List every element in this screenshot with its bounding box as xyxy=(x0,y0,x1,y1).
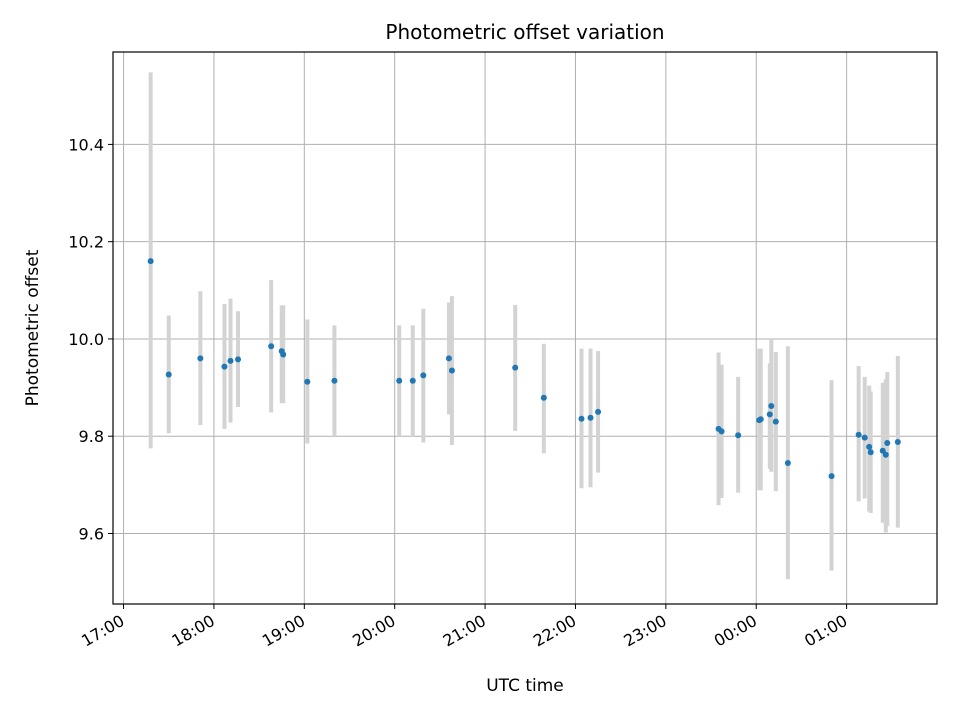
data-point xyxy=(445,355,452,362)
data-point xyxy=(280,351,287,358)
data-points xyxy=(147,258,901,480)
data-point xyxy=(867,449,874,456)
data-point xyxy=(766,411,773,418)
data-point xyxy=(409,377,416,384)
data-point xyxy=(540,394,547,401)
data-point xyxy=(894,439,901,446)
y-tick-label: 10.4 xyxy=(68,135,104,154)
data-point xyxy=(235,356,242,363)
plot-frame xyxy=(112,51,938,605)
y-tick-label: 9.8 xyxy=(79,427,104,446)
data-point xyxy=(861,434,868,441)
data-point xyxy=(595,408,602,415)
data-point xyxy=(884,440,891,447)
data-point xyxy=(866,443,873,450)
data-point xyxy=(304,378,311,385)
data-point xyxy=(197,355,204,362)
data-point xyxy=(578,415,585,422)
data-point xyxy=(227,357,234,364)
grid xyxy=(113,52,937,604)
data-point xyxy=(147,258,154,265)
y-axis-label: Photometric offset xyxy=(23,249,43,406)
x-axis-label: UTC time xyxy=(486,676,564,696)
data-point xyxy=(735,432,742,439)
y-tick-label: 10.2 xyxy=(68,233,104,252)
data-point xyxy=(331,377,338,384)
data-point xyxy=(882,451,889,458)
data-point xyxy=(718,428,725,435)
data-point xyxy=(828,473,835,480)
data-point xyxy=(855,431,862,438)
data-point xyxy=(420,372,427,379)
data-point xyxy=(448,367,455,374)
y-tick-label: 10.0 xyxy=(68,330,104,349)
data-point xyxy=(757,416,764,423)
data-point xyxy=(268,343,275,350)
chart-title: Photometric offset variation xyxy=(385,20,664,44)
data-point xyxy=(396,377,403,384)
data-point xyxy=(772,418,779,425)
data-point xyxy=(784,459,791,466)
data-point xyxy=(221,363,228,370)
y-axis: 9.6 9.8 10.0 10.2 10.4 xyxy=(68,135,113,543)
data-point xyxy=(165,371,172,378)
data-point xyxy=(587,414,594,421)
data-point xyxy=(512,364,519,371)
data-point xyxy=(768,403,775,410)
y-tick-label: 9.6 xyxy=(79,524,104,543)
